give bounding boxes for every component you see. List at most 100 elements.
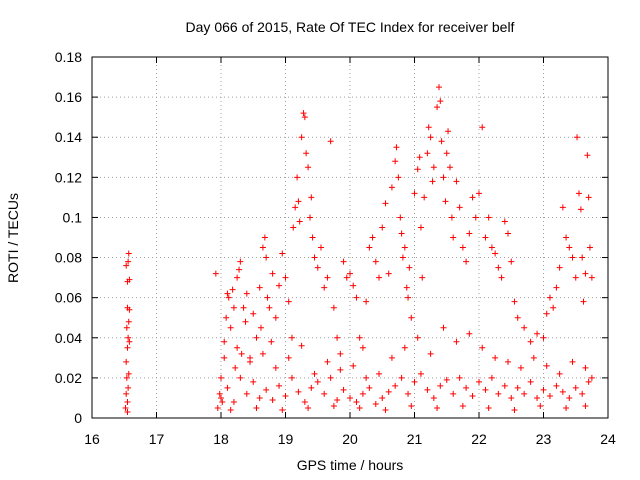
- data-point: [438, 138, 445, 145]
- data-point: [238, 350, 245, 357]
- data-point: [285, 354, 292, 361]
- data-point: [305, 164, 312, 171]
- data-point: [125, 258, 132, 265]
- data-point: [408, 314, 415, 321]
- data-point: [511, 406, 518, 413]
- data-point: [425, 124, 432, 131]
- data-point: [214, 404, 221, 411]
- data-point: [574, 134, 581, 141]
- data-point: [575, 190, 582, 197]
- data-point: [479, 344, 486, 351]
- data-point: [411, 190, 418, 197]
- data-point: [356, 404, 363, 411]
- data-point: [492, 354, 499, 361]
- data-point: [298, 134, 305, 141]
- data-point: [577, 206, 584, 213]
- data-point: [301, 114, 308, 121]
- data-point: [514, 384, 521, 391]
- x-tick-label: 16: [84, 431, 100, 447]
- data-point: [495, 264, 502, 271]
- data-point: [216, 390, 223, 397]
- data-point: [417, 224, 424, 231]
- x-tick-label: 18: [213, 431, 229, 447]
- data-point: [334, 396, 341, 403]
- data-point: [521, 324, 528, 331]
- data-point: [363, 374, 370, 381]
- data-point: [546, 294, 553, 301]
- data-point: [292, 204, 299, 211]
- data-point: [427, 134, 434, 141]
- data-point: [224, 290, 231, 297]
- data-point: [382, 406, 389, 413]
- data-point: [366, 384, 373, 391]
- data-point: [448, 214, 455, 221]
- data-point: [429, 178, 436, 185]
- data-point: [450, 390, 457, 397]
- data-point: [340, 258, 347, 265]
- data-point: [296, 218, 303, 225]
- data-point: [388, 184, 395, 191]
- data-point: [388, 354, 395, 361]
- data-point: [437, 382, 444, 389]
- data-point: [324, 274, 331, 281]
- data-point: [472, 214, 479, 221]
- data-point: [298, 342, 305, 349]
- data-point: [469, 194, 476, 201]
- y-tick-label: 0.14: [55, 129, 82, 145]
- data-point: [563, 234, 570, 241]
- data-point: [498, 274, 505, 281]
- data-point: [580, 298, 587, 305]
- data-point: [290, 224, 297, 231]
- y-tick-label: 0.08: [55, 250, 82, 266]
- data-point: [398, 374, 405, 381]
- x-tick-label: 22: [471, 431, 487, 447]
- data-point: [125, 250, 132, 257]
- data-point: [330, 304, 337, 311]
- data-point: [366, 244, 373, 251]
- data-point: [430, 164, 437, 171]
- chart-title: Day 066 of 2015, Rate Of TEC Index for r…: [186, 19, 515, 35]
- grid-lines: [92, 57, 608, 418]
- data-point: [479, 124, 486, 131]
- data-point: [446, 164, 453, 171]
- x-tick-label: 17: [149, 431, 165, 447]
- y-tick-label: 0.02: [55, 370, 82, 386]
- data-point: [295, 388, 302, 395]
- data-point: [359, 390, 366, 397]
- data-point: [405, 390, 412, 397]
- data-point: [505, 230, 512, 237]
- data-point: [553, 382, 560, 389]
- x-tick-label: 23: [536, 431, 552, 447]
- data-point: [288, 374, 295, 381]
- data-point: [125, 384, 132, 391]
- data-point: [459, 402, 466, 409]
- data-point: [347, 270, 353, 277]
- data-point: [440, 174, 447, 181]
- data-point: [264, 294, 271, 301]
- data-point: [566, 244, 573, 251]
- data-point: [305, 404, 312, 411]
- data-point: [376, 370, 383, 377]
- data-point: [543, 362, 550, 369]
- data-point: [282, 274, 289, 281]
- data-point: [285, 298, 292, 305]
- data-point: [453, 178, 460, 185]
- data-point: [456, 374, 463, 381]
- data-point: [424, 386, 431, 393]
- data-point: [356, 334, 363, 341]
- data-point: [219, 398, 226, 405]
- data-point: [279, 406, 286, 413]
- data-point: [382, 200, 389, 207]
- data-point: [126, 276, 133, 283]
- data-point: [253, 334, 260, 341]
- data-point: [566, 394, 573, 401]
- data-point: [588, 374, 595, 381]
- data-point: [123, 358, 130, 365]
- data-point: [527, 338, 534, 345]
- data-point: [269, 396, 276, 403]
- data-point: [253, 404, 260, 411]
- data-points: [122, 84, 595, 415]
- data-point: [434, 104, 441, 111]
- data-point: [123, 262, 130, 269]
